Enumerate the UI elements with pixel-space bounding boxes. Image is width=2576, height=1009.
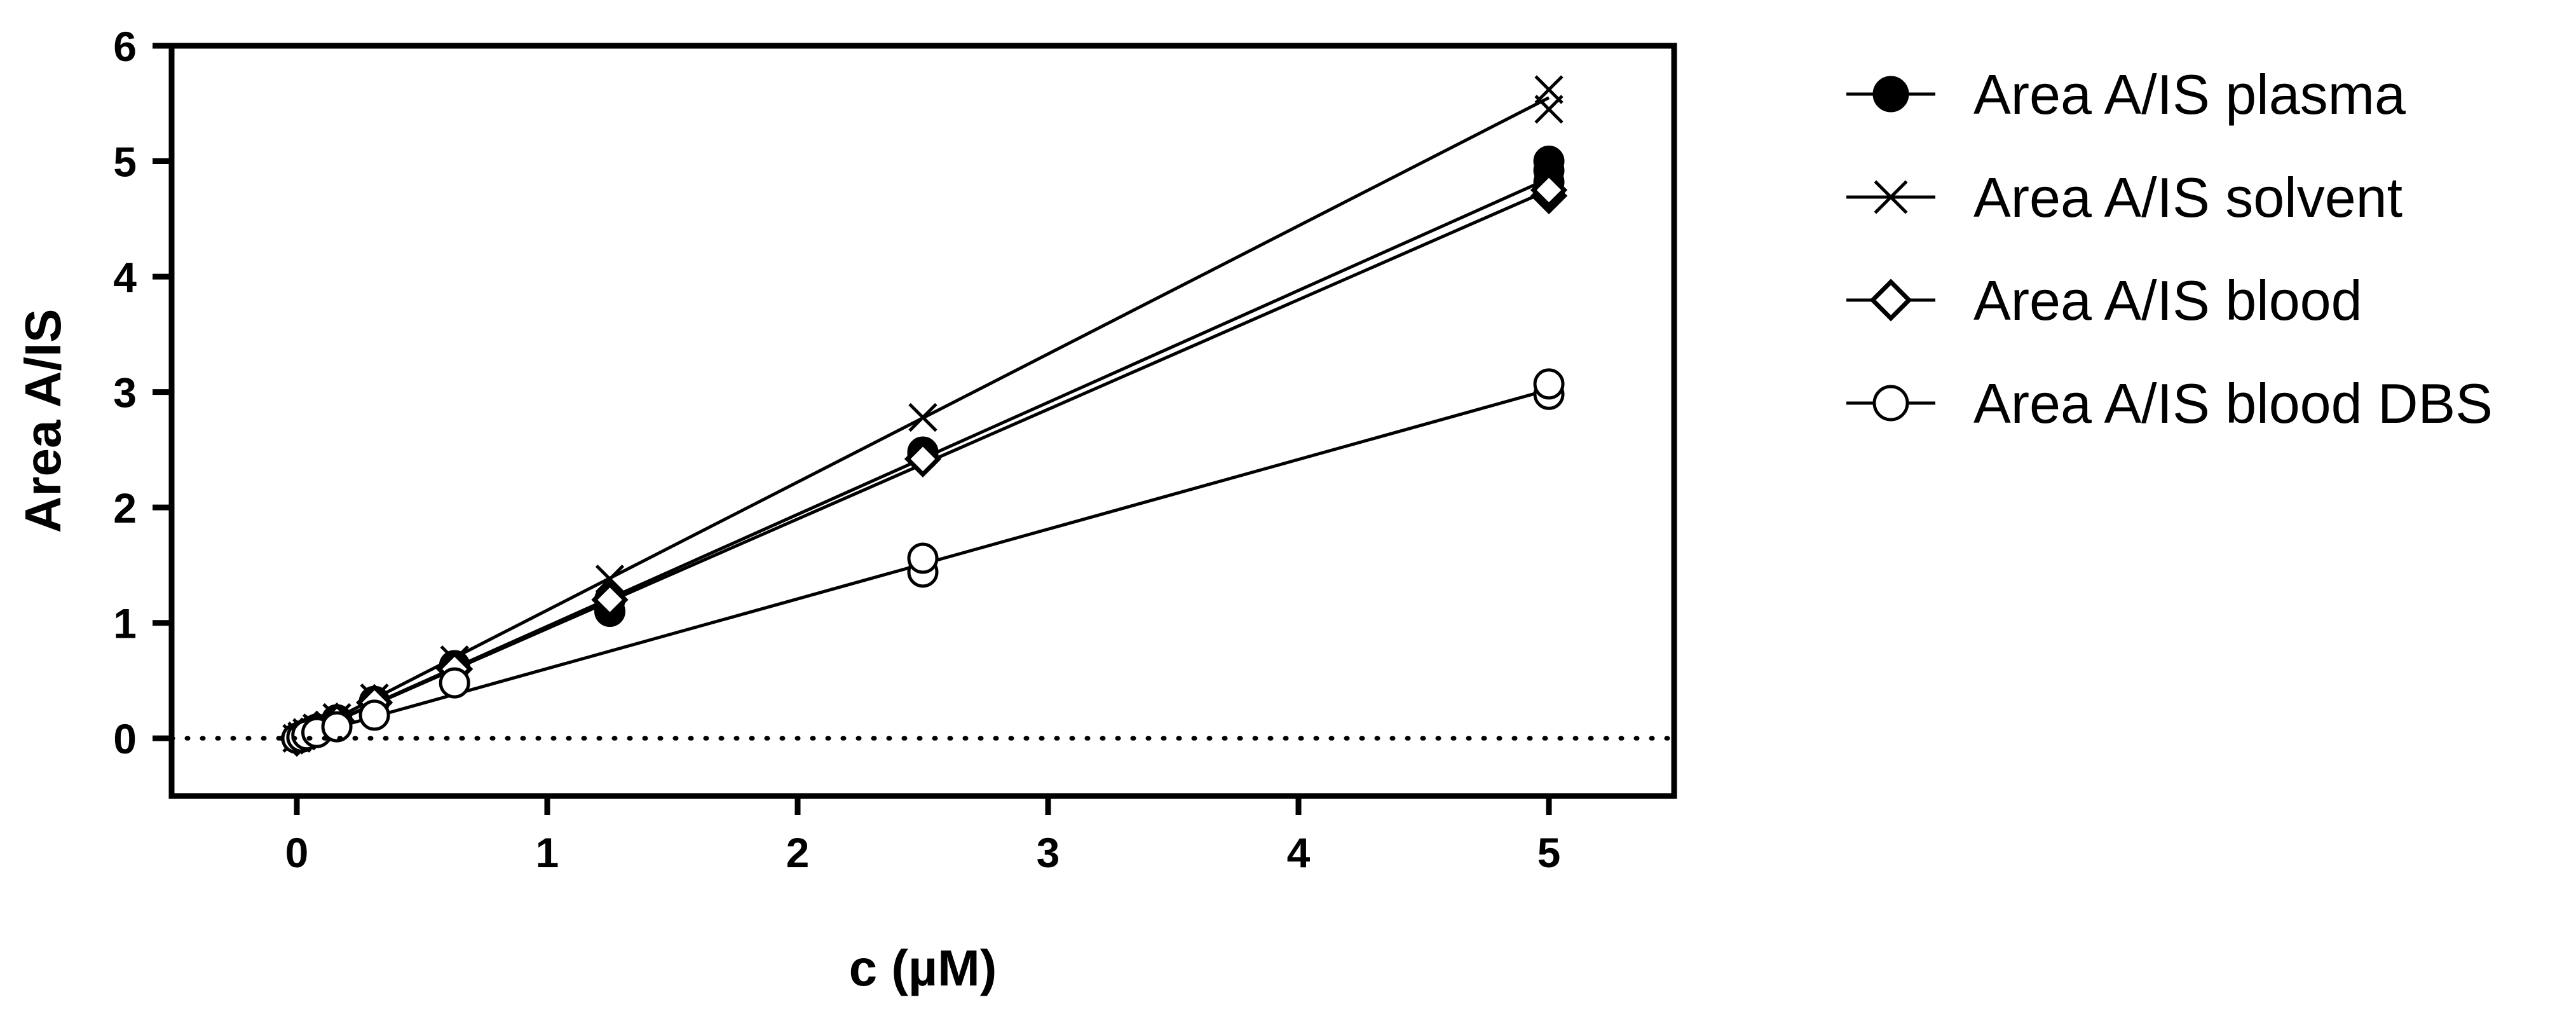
series-3-point bbox=[904, 440, 942, 478]
series-4-point bbox=[907, 542, 939, 574]
series-2-cross bbox=[282, 75, 1564, 753]
series-4-point bbox=[321, 711, 353, 743]
series-3-point bbox=[591, 581, 629, 619]
legend-label: Area A/IS blood bbox=[1973, 269, 2362, 332]
series-3-point bbox=[1530, 171, 1568, 209]
legend-item-4: Area A/IS blood DBS bbox=[1846, 372, 2493, 435]
y-tick-label: 3 bbox=[113, 369, 137, 416]
x-tick-label: 3 bbox=[1037, 829, 1060, 876]
legend-marker bbox=[1872, 385, 1909, 422]
series-4-point bbox=[1533, 368, 1565, 400]
y-axis-title: Area A/IS bbox=[15, 309, 71, 533]
legend-marker bbox=[1869, 278, 1912, 322]
legend-item-3: Area A/IS blood bbox=[1846, 269, 2362, 332]
y-tick-label: 6 bbox=[113, 23, 137, 70]
x-tick-label: 1 bbox=[536, 829, 559, 876]
y-tick-label: 5 bbox=[113, 139, 137, 186]
series-4-open-circle bbox=[281, 368, 1565, 754]
series-3-open-diamond bbox=[278, 171, 1568, 757]
legend-label: Area A/IS blood DBS bbox=[1973, 372, 2493, 435]
series-4-point bbox=[439, 667, 470, 699]
series-4-point bbox=[358, 699, 390, 731]
x-tick-label: 2 bbox=[786, 829, 810, 876]
legend: Area A/IS plasma Area A/IS solvent Area A/… bbox=[1846, 63, 2493, 435]
legend-marker bbox=[1874, 180, 1908, 214]
y-tick-label: 2 bbox=[113, 484, 137, 532]
series-2-point bbox=[908, 402, 937, 432]
marks-layer bbox=[278, 75, 1568, 757]
x-tick-label: 0 bbox=[285, 829, 309, 876]
legend-label: Area A/IS plasma bbox=[1973, 63, 2406, 126]
legend-label: Area A/IS solvent bbox=[1973, 166, 2402, 229]
x-tick-label: 4 bbox=[1287, 829, 1311, 876]
series-1-point bbox=[1533, 146, 1565, 177]
axes-layer: 0 1 2 3 4 5 0 1 2 3 4 5 6 bbox=[113, 23, 1677, 876]
y-tick-label: 1 bbox=[113, 600, 137, 647]
series-2-point bbox=[1534, 75, 1564, 104]
plot-frame bbox=[168, 43, 1677, 799]
series-2-point bbox=[595, 565, 625, 594]
legend-item-1: Area A/IS plasma bbox=[1846, 63, 2406, 126]
x-axis-title: c (µM) bbox=[849, 940, 997, 996]
y-tick-label: 4 bbox=[113, 254, 137, 301]
legend-marker bbox=[1872, 76, 1909, 113]
y-tick-label: 0 bbox=[113, 715, 137, 762]
legend-item-2: Area A/IS solvent bbox=[1846, 166, 2402, 229]
x-tick-label: 5 bbox=[1537, 829, 1561, 876]
